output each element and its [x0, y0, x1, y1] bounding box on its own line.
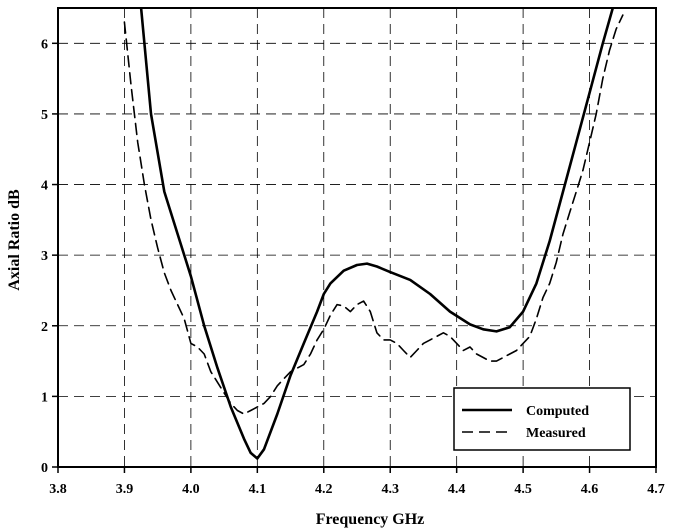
series-line-computed	[139, 8, 615, 460]
legend-label-computed: Computed	[526, 404, 589, 419]
x-tick-label: 4.3	[381, 482, 399, 497]
legend-label-measured: Measured	[526, 426, 586, 441]
x-tick-label: 4.7	[647, 482, 665, 497]
y-tick-labels: 0 1 2 3 4 5 6	[41, 37, 48, 476]
y-tick-label: 4	[41, 179, 48, 194]
y-tick-label: 0	[41, 461, 48, 476]
series-lines	[123, 8, 624, 460]
x-axis-title: Frequency GHz	[316, 511, 425, 528]
y-tick-label: 5	[41, 108, 48, 123]
y-tick-label: 2	[41, 320, 48, 335]
y-axis-title: Axial Ratio dB	[6, 189, 23, 291]
y-tick-label: 1	[41, 390, 48, 405]
y-tick-label: 6	[41, 37, 48, 52]
x-tick-labels: 3.8 3.9 4.0 4.1 4.2 4.3 4.4 4.5 4.6 4.7	[49, 482, 665, 497]
series-line-measured	[123, 14, 624, 415]
x-tick-label: 4.2	[315, 482, 333, 497]
x-tick-label: 4.6	[581, 482, 599, 497]
x-tick-label: 3.8	[49, 482, 67, 497]
x-tick-label: 4.5	[514, 482, 532, 497]
y-tick-label: 3	[41, 249, 48, 264]
legend-box	[453, 387, 631, 451]
x-tick-label: 4.1	[249, 482, 267, 497]
x-tick-label: 4.0	[182, 482, 200, 497]
plot-area-frame	[57, 7, 657, 468]
legend: Computed Measured	[453, 387, 631, 451]
x-tick-label: 4.4	[448, 482, 466, 497]
x-tick-label: 3.9	[116, 482, 134, 497]
